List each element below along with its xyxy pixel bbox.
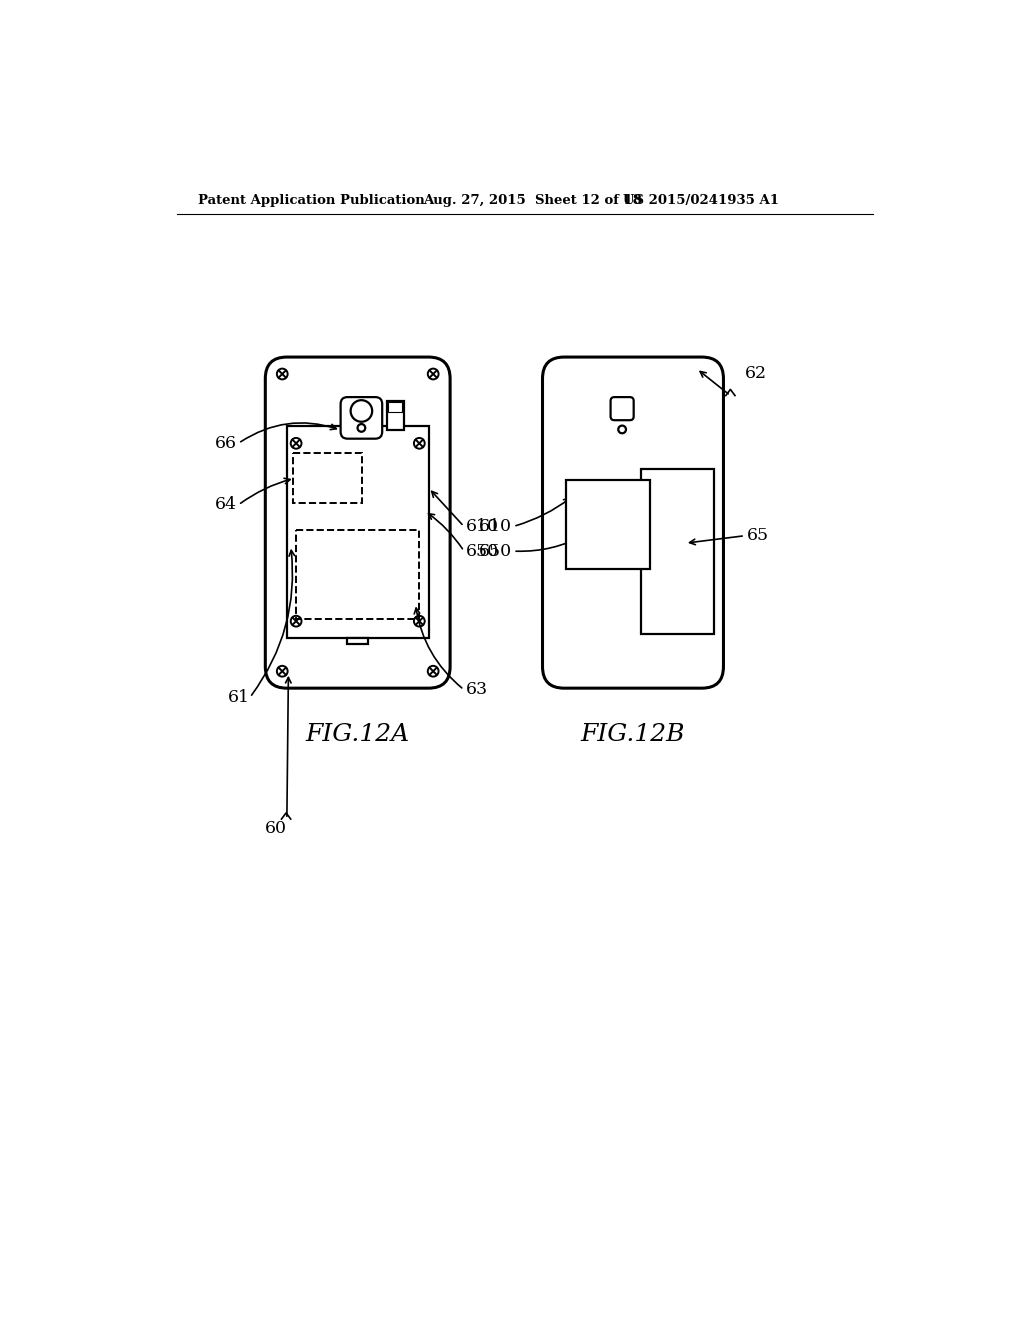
- Text: 610: 610: [466, 517, 499, 535]
- Bar: [565, 480, 650, 569]
- Bar: [296, 531, 419, 619]
- Text: 66: 66: [215, 434, 237, 451]
- Text: Patent Application Publication: Patent Application Publication: [199, 194, 425, 207]
- FancyBboxPatch shape: [265, 358, 451, 688]
- Text: 63: 63: [466, 681, 487, 698]
- Bar: [347, 421, 369, 426]
- Text: 650: 650: [478, 543, 512, 560]
- Text: US 2015/0241935 A1: US 2015/0241935 A1: [624, 194, 779, 207]
- Bar: [287, 426, 429, 638]
- Text: 610: 610: [478, 517, 512, 535]
- Bar: [387, 401, 403, 430]
- Bar: [388, 403, 402, 412]
- Text: 64: 64: [215, 496, 237, 513]
- Text: 60: 60: [265, 820, 288, 837]
- FancyBboxPatch shape: [341, 397, 382, 438]
- FancyBboxPatch shape: [610, 397, 634, 420]
- Text: 650: 650: [466, 543, 499, 560]
- Text: 65: 65: [746, 527, 769, 544]
- Text: FIG.12B: FIG.12B: [581, 723, 685, 746]
- Text: FIG.12A: FIG.12A: [305, 723, 410, 746]
- Bar: [641, 469, 714, 635]
- Bar: [347, 638, 369, 644]
- FancyBboxPatch shape: [543, 358, 724, 688]
- Text: Aug. 27, 2015  Sheet 12 of 18: Aug. 27, 2015 Sheet 12 of 18: [423, 194, 642, 207]
- Text: 61: 61: [228, 689, 250, 706]
- Bar: [293, 453, 362, 503]
- Text: 62: 62: [745, 366, 767, 383]
